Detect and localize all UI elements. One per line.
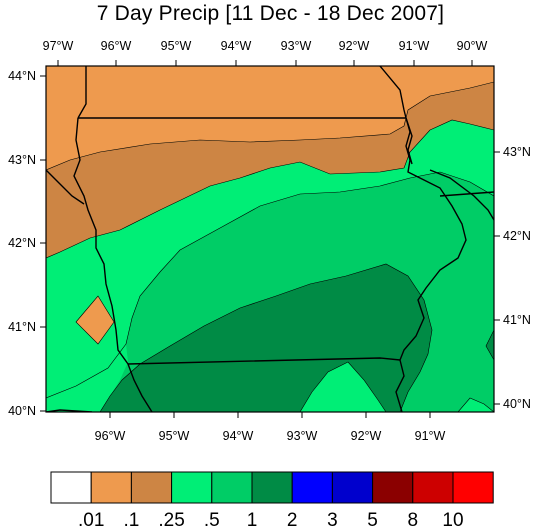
fill-dark-brown <box>46 82 494 258</box>
top-lon-label: 93°W <box>281 39 312 53</box>
bottom-lon-label: 96°W <box>95 429 126 443</box>
axis-ticks: 97°W 96°W 95°W 94°W 93°W 92°W 91°W 90°W 96°W 95°W… <box>8 39 531 443</box>
precip-fill-layer <box>46 66 494 412</box>
fill-light-green-upper <box>46 120 494 398</box>
fill-light-green-lower <box>46 344 128 412</box>
top-lon-label: 96°W <box>101 39 132 53</box>
colorbar-swatch <box>251 471 293 504</box>
bottom-lon-label: 92°W <box>351 429 382 443</box>
colorbar-label: .25 <box>158 510 184 527</box>
right-lat-label: 43°N <box>503 145 531 159</box>
bottom-lon-label: 95°W <box>159 429 190 443</box>
colorbar-label: 8 <box>408 510 419 527</box>
colorbar-swatch <box>130 471 173 504</box>
colorbar-label: 1 <box>247 510 258 527</box>
left-lat-label: 43°N <box>8 153 36 167</box>
top-lon-label: 90°W <box>457 39 488 53</box>
colorbar-swatch <box>50 471 92 504</box>
fill-dark-green <box>100 264 432 412</box>
colorbar-label: .01 <box>78 510 104 527</box>
top-lon-label: 97°W <box>43 39 74 53</box>
state-borders <box>46 66 494 412</box>
colorbar-swatch <box>90 471 132 504</box>
left-lat-label: 41°N <box>8 320 36 334</box>
left-lat-label: 44°N <box>8 69 36 83</box>
fill-light-brown-diamond <box>76 296 114 344</box>
colorbar-swatch <box>412 471 454 504</box>
left-lat-label: 42°N <box>8 236 36 250</box>
bottom-lon-label: 91°W <box>415 429 446 443</box>
colorbar-label: 5 <box>367 510 378 527</box>
colorbar-swatch <box>372 471 414 504</box>
map-frame <box>45 65 495 413</box>
colorbar-swatch <box>211 471 253 504</box>
colorbar-swatch <box>452 471 494 504</box>
colorbar-label: 2 <box>287 510 298 527</box>
contour-lines <box>46 81 494 412</box>
top-lon-label: 95°W <box>161 39 192 53</box>
right-lat-label: 40°N <box>503 397 531 411</box>
colorbar-label: .5 <box>204 510 220 527</box>
right-lat-label: 41°N <box>503 313 531 327</box>
colorbar-label: 10 <box>442 510 463 527</box>
map-title: 7 Day Precip [11 Dec - 18 Dec 2007] <box>96 2 445 25</box>
bottom-lon-label: 93°W <box>287 429 318 443</box>
colorbar-label: 3 <box>327 510 338 527</box>
colorbar-label: .1 <box>123 510 139 527</box>
colorbar-swatch <box>291 471 333 504</box>
right-lat-label: 42°N <box>503 229 531 243</box>
top-lon-label: 94°W <box>221 39 252 53</box>
left-lat-label: 40°N <box>8 404 36 418</box>
top-lon-label: 91°W <box>399 39 430 53</box>
fill-dark-green-edge <box>486 330 494 360</box>
bottom-lon-label: 94°W <box>223 429 254 443</box>
fill-light-green-mid <box>300 362 386 412</box>
colorbar-swatch <box>171 471 213 504</box>
colorbar: .01 .1 .25 .5 1 2 3 5 8 10 <box>50 471 494 527</box>
colorbar-swatch <box>331 471 374 504</box>
top-lon-label: 92°W <box>339 39 370 53</box>
